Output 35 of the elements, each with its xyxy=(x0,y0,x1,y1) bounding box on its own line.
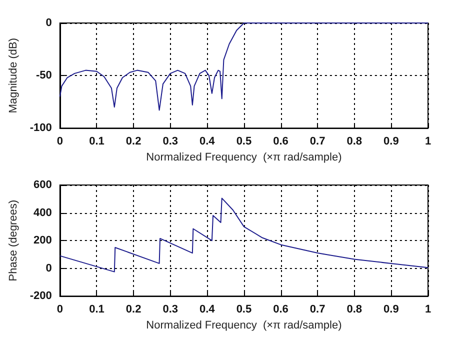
x-tick-label: 0.9 xyxy=(384,304,399,316)
y-tick-label: 400 xyxy=(34,206,52,219)
x-axis-title: Normalized Frequency (×π rad/sample) xyxy=(146,152,342,164)
y-tick-label: 200 xyxy=(34,234,52,247)
x-tick-label: 0.7 xyxy=(310,136,326,148)
y-axis-title: Phase (degrees) xyxy=(8,200,20,282)
x-tick-label: 0.4 xyxy=(200,136,216,148)
x-tick-label: 0.8 xyxy=(346,136,362,148)
y-axis-title: Magnitude (dB) xyxy=(8,38,20,114)
x-tick-label: 1 xyxy=(424,136,432,148)
x-tick-label: 0 xyxy=(56,136,63,148)
x-tick-label: 0.1 xyxy=(89,136,104,148)
x-tick-label: 0.1 xyxy=(89,304,104,316)
x-tick-label: 0.2 xyxy=(126,136,142,148)
x-tick-label: 0.6 xyxy=(273,136,288,148)
x-tick-label: 0.5 xyxy=(236,136,252,148)
x-tick-label: 0.6 xyxy=(273,304,288,316)
x-axis-title: Normalized Frequency (×π rad/sample) xyxy=(146,320,342,332)
x-tick-label: 0 xyxy=(56,304,63,316)
y-tick-label: 0 xyxy=(46,262,52,274)
x-tick-label: 0.7 xyxy=(310,304,326,316)
x-tick-label: 0.3 xyxy=(162,304,178,316)
y-tick-label: -50 xyxy=(36,70,52,82)
y-tick-label: 0 xyxy=(46,17,52,29)
x-tick-label: 0.9 xyxy=(384,136,399,148)
x-tick-label: 0.2 xyxy=(126,304,142,316)
x-tick-label: 0.5 xyxy=(236,304,252,316)
x-tick-label: 0.8 xyxy=(346,304,362,316)
x-tick-label: 0.4 xyxy=(200,304,216,316)
y-tick-label: -100 xyxy=(30,122,52,134)
x-tick-label: 1 xyxy=(424,304,432,316)
y-tick-label: -200 xyxy=(30,290,52,302)
line-series xyxy=(59,198,428,272)
x-tick-label: 0.3 xyxy=(162,136,178,148)
y-tick-label: 600 xyxy=(34,179,52,191)
